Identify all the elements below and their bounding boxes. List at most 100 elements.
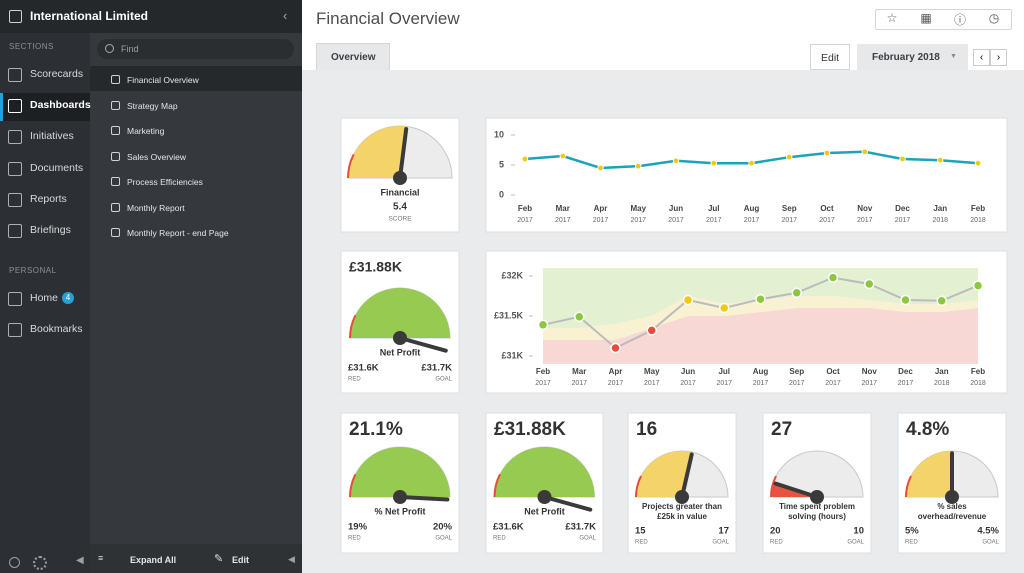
x-tick-label: Nov [862,367,878,376]
collapse-button[interactable]: ‹ [283,8,288,23]
icon [8,292,22,306]
period-label: February 2018 [872,52,940,63]
nav-item[interactable]: Home [30,292,59,304]
gauge-label: Time spent problem [779,502,855,511]
edit-button[interactable]: Edit [232,555,249,565]
expand-icon[interactable]: ≡ [98,553,104,563]
toolbar-button[interactable]: ◷ [988,11,1000,25]
goal-value: 17 [718,526,729,537]
gauge-needle [398,336,448,353]
gauge-fill [636,451,693,497]
tab-label: Overview [331,52,376,63]
data-point [559,152,566,160]
gauge-pivot [810,490,824,504]
x-tick-label: Jun [669,204,683,213]
gauge-pivot [945,490,959,504]
x-tick-label: Jun [681,367,695,376]
sidebar [0,0,90,573]
goal-value: 20% [433,522,453,533]
edit-icon: ✎ [214,553,224,565]
data-point [574,311,585,323]
subnav-item[interactable]: Sales Overview [127,151,187,162]
collapse-arrow[interactable]: ◀ [76,555,84,566]
kpi-value: 16 [636,419,657,440]
x-tick-label: 2017 [535,380,551,387]
search-icon[interactable] [9,557,20,568]
tab[interactable] [316,43,390,70]
footer [90,544,302,573]
gauge-red-zone [349,314,357,339]
data-point [682,294,694,306]
page-title: Financial Overview [316,9,460,28]
goal-value: £31.7K [421,363,452,374]
nav-item[interactable]: Initiatives [30,130,74,143]
x-tick-label: 2017 [898,380,914,387]
toolbar-button[interactable]: ⓘ [953,13,966,27]
gauge-needle [680,452,694,499]
data-point [936,295,947,307]
goal-caption: GOAL [982,540,999,546]
data-point [710,159,717,167]
subnav-item[interactable]: Monthly Report [127,202,185,213]
icon [8,68,22,82]
next-button[interactable]: › [990,49,1007,66]
subnav-item[interactable]: Monthly Report - end Page [127,228,229,238]
red-value: 5% [905,526,919,537]
edit-button[interactable] [810,44,850,70]
collapse-arrow[interactable]: ◀ [288,554,295,564]
goal-caption: GOAL [435,536,452,542]
x-tick-label: 2017 [895,217,911,224]
kpi-value: £31.88K [494,419,566,440]
gauge-pivot [393,331,407,345]
subnav-item[interactable]: Process Efficiencies [127,177,203,187]
nav-item[interactable]: Reports [30,192,67,205]
data-point [861,148,868,155]
kpi-value: 27 [771,419,792,440]
x-tick-label: Aug [744,204,760,213]
data-point [672,157,680,164]
x-tick-label: 2017 [753,380,769,387]
y-tick-label: £31K [501,350,523,360]
x-tick-label: 2017 [555,217,571,224]
x-tick-label: Mar [556,204,570,213]
nav-item[interactable]: Scorecards [30,68,84,80]
red-caption: RED [905,540,918,546]
subnav-item[interactable]: Strategy Map [127,100,178,111]
goal-caption: GOAL [579,536,596,542]
gauge-red-zone [349,473,357,498]
red-value: 19% [348,522,368,533]
settings-icon[interactable] [33,556,47,570]
prev-button[interactable]: ‹ [973,49,990,66]
nav-item[interactable]: Bookmarks [30,323,83,335]
icon [8,99,22,114]
search-box[interactable] [97,39,294,59]
y-tick-label: 10 [494,129,504,139]
icon [8,224,22,238]
data-point [864,278,875,290]
subnav-item[interactable]: Financial Overview [127,75,199,85]
x-tick-label: 2017 [593,217,609,224]
toolbar-button[interactable]: ☆ [886,11,898,25]
data-point [823,149,831,157]
nav-item[interactable]: Dashboards [30,99,91,112]
x-tick-label: 2017 [819,217,835,224]
gauge-fill [350,288,450,338]
nav-item[interactable]: Briefings [30,224,71,236]
expand-button[interactable]: Expand All [130,555,177,565]
section-heading: PERSONAL [9,266,57,275]
x-tick-label: Nov [857,204,873,213]
gauge-label: solving (hours) [788,512,846,521]
x-tick-label: Feb [971,367,985,376]
y-tick-label: 5 [499,159,504,169]
x-tick-label: 2017 [608,380,624,387]
subnav-item[interactable]: Marketing [127,126,165,136]
nav-active [0,93,90,122]
x-tick-label: Feb [971,204,985,213]
x-tick-label: 2017 [789,380,805,387]
gauge-needle [542,495,593,512]
nav-item[interactable]: Documents [30,161,84,174]
period-select[interactable] [857,44,968,70]
x-tick-label: Jan [935,367,949,376]
toolbar-button[interactable]: ▦ [920,11,932,25]
